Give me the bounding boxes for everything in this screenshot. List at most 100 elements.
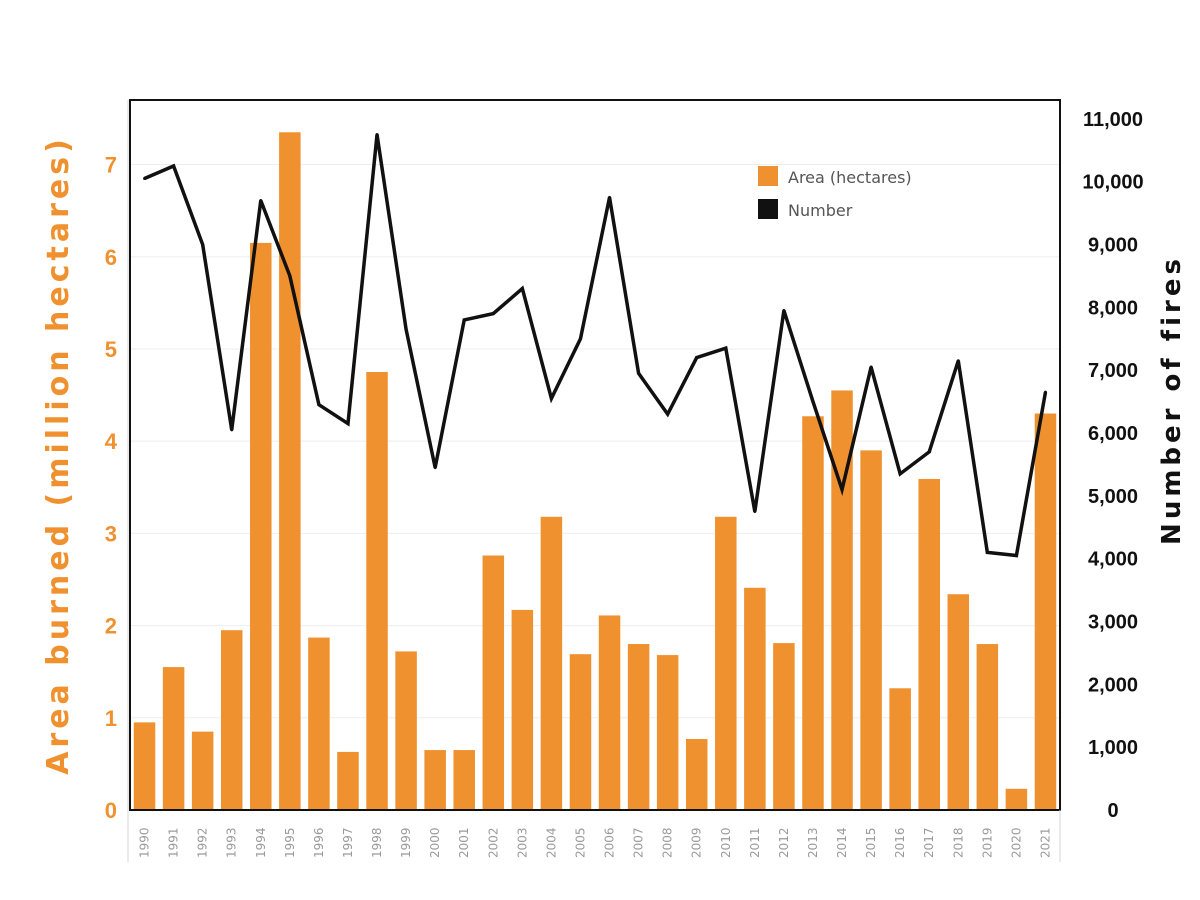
y-right-tick-6,000: 6,000: [1088, 423, 1138, 445]
y-axis-left-label: Area burned (million hectares): [41, 135, 76, 775]
point-number-2002: [491, 312, 495, 316]
legend-swatch-area: [758, 166, 778, 186]
x-tick-1994: 1994: [254, 827, 268, 858]
x-tick-1992: 1992: [196, 827, 210, 858]
point-number-2021: [1043, 390, 1047, 394]
x-tick-1991: 1991: [167, 827, 181, 858]
bar-2015: [860, 450, 882, 810]
y-left-tick-3: 3: [105, 521, 117, 546]
point-number-1995: [288, 274, 292, 278]
point-number-2003: [520, 287, 524, 290]
point-number-1990: [143, 177, 147, 181]
x-tick-1995: 1995: [283, 827, 297, 858]
point-number-2009: [695, 356, 699, 360]
x-tick-1999: 1999: [399, 827, 413, 858]
bar-1996: [308, 637, 330, 810]
y-right-tick-4,000: 4,000: [1088, 549, 1138, 571]
right-y-tick-labels: 0 1,000 2,000 3,000 4,000 5,000 6,000 7,000 8,00…: [1082, 109, 1143, 822]
y-left-tick-2: 2: [105, 614, 117, 639]
bar-1993: [220, 630, 243, 810]
y-left-tick-5: 5: [105, 337, 117, 362]
x-tick-1997: 1997: [341, 827, 355, 858]
bar-2005: [569, 654, 592, 810]
y-right-tick-9,000: 9,000: [1088, 235, 1138, 257]
point-number-2004: [549, 396, 553, 400]
point-number-2019: [985, 550, 989, 554]
x-tick-2000: 2000: [428, 827, 442, 858]
legend-swatch-number: [758, 199, 778, 219]
point-number-1993: [230, 428, 234, 432]
bar-1991: [162, 667, 185, 810]
point-number-1994: [259, 199, 263, 203]
x-tick-2006: 2006: [603, 827, 617, 858]
x-tick-1990: 1990: [138, 827, 152, 858]
bars-area: [133, 132, 1057, 811]
point-number-2010: [724, 346, 728, 350]
bar-2017: [918, 478, 940, 810]
point-number-2017: [927, 450, 931, 454]
point-number-2001: [462, 318, 466, 322]
y-axis-right-label: Number of fires: [1157, 255, 1187, 545]
x-tick-2011: 2011: [748, 827, 762, 858]
y-left-tick-7: 7: [105, 153, 117, 178]
bar-2012: [773, 643, 795, 810]
bar-2007: [627, 644, 650, 810]
number-line-layer: [143, 133, 1048, 558]
x-tick-2012: 2012: [777, 827, 791, 858]
x-tick-1996: 1996: [312, 827, 326, 858]
y-right-tick-11,000: 11,000: [1083, 109, 1143, 131]
y-left-tick-6: 6: [105, 245, 117, 270]
bar-2019: [976, 644, 999, 810]
bar-2003: [511, 609, 534, 810]
bar-2016: [889, 688, 911, 810]
y-left-tick-4: 4: [105, 429, 118, 454]
x-tick-2018: 2018: [951, 827, 965, 858]
x-tick-2004: 2004: [544, 827, 558, 858]
y-right-tick-10,000: 10,000: [1082, 172, 1143, 194]
x-tick-2001: 2001: [457, 827, 471, 858]
point-number-1996: [317, 403, 321, 407]
bar-2001: [453, 750, 475, 810]
x-tick-2016: 2016: [893, 827, 907, 858]
x-tick-2009: 2009: [690, 827, 704, 858]
x-tick-2019: 2019: [980, 827, 994, 858]
x-tick-2013: 2013: [806, 827, 820, 858]
legend-label-number: Number: [788, 201, 853, 220]
y-left-tick-1: 1: [105, 706, 117, 731]
x-tick-2005: 2005: [573, 827, 587, 858]
bar-2014: [831, 390, 853, 810]
point-number-2016: [898, 472, 902, 476]
point-number-2007: [637, 371, 641, 375]
bar-1995: [279, 132, 301, 810]
point-number-2006: [608, 195, 612, 199]
x-tick-2015: 2015: [864, 827, 878, 858]
bar-1994: [250, 242, 272, 811]
bar-1997: [337, 751, 359, 810]
point-number-1997: [346, 422, 350, 426]
x-tick-2002: 2002: [486, 827, 500, 858]
point-number-2013: [811, 400, 815, 404]
point-number-2012: [782, 308, 786, 312]
point-number-2005: [578, 337, 582, 341]
point-number-1999: [404, 327, 408, 331]
x-tick-2010: 2010: [719, 827, 733, 858]
x-tick-2008: 2008: [661, 827, 675, 858]
x-tick-2017: 2017: [922, 827, 936, 858]
bar-1999: [395, 651, 417, 810]
plot-frame: [129, 99, 1061, 811]
bar-2006: [598, 615, 621, 810]
x-tick-2003: 2003: [515, 827, 529, 858]
y-right-tick-3,000: 3,000: [1088, 612, 1138, 634]
bar-1998: [366, 372, 388, 810]
x-tick-2007: 2007: [632, 827, 646, 858]
bar-2000: [424, 750, 446, 810]
y-right-tick-1,000: 1,000: [1088, 737, 1138, 759]
point-number-1991: [172, 164, 176, 168]
bar-2021: [1034, 413, 1057, 810]
bar-2004: [540, 516, 563, 810]
y-right-tick-8,000: 8,000: [1088, 297, 1138, 319]
bar-2008: [656, 655, 679, 810]
point-number-1998: [375, 133, 379, 137]
legend: Area (hectares) Number: [758, 166, 912, 220]
